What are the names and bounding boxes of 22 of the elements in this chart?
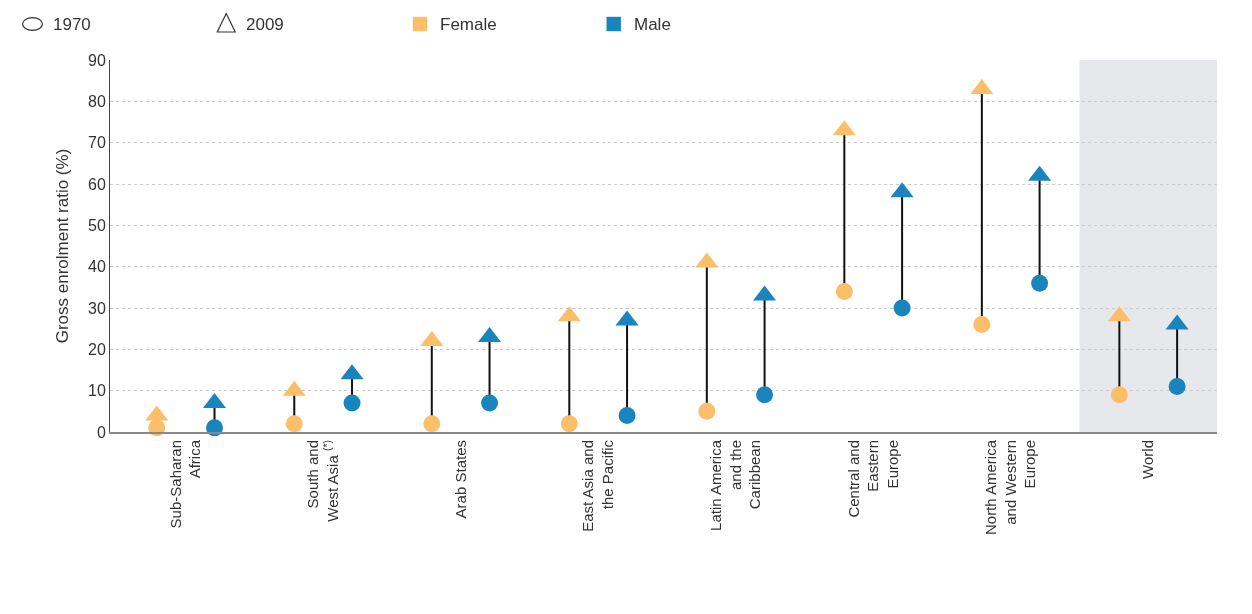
x-tick-label: World (1139, 440, 1157, 479)
x-tick-label: Central and Eastern Europe (844, 440, 901, 518)
y-axis-title: Gross enrolment ratio (%) (52, 148, 72, 344)
y-tick-label: 20 (88, 340, 106, 358)
text: 1970 (53, 15, 91, 34)
x-tick-label: Sub-Saharan Africa (166, 439, 204, 529)
text: Female (440, 15, 497, 34)
y-tick-label: 60 (88, 175, 106, 193)
y-tick-label: 90 (88, 51, 106, 69)
text: Male (634, 15, 671, 34)
y-tick-label: 40 (88, 258, 106, 276)
text: 2009 (246, 15, 284, 34)
x-tick-label: Latin America and the Caribbean (707, 439, 764, 531)
x-tick-label: East Asia and the Pacific (579, 439, 616, 532)
y-tick-label: 0 (96, 423, 106, 441)
y-tick-label: 80 (88, 92, 106, 110)
y-tick-label: 50 (88, 216, 106, 234)
y-tick-label: 10 (88, 382, 106, 400)
x-tick-label: Arab States (451, 440, 469, 519)
y-tick-label: 30 (88, 299, 106, 317)
x-tick-label: North America and Western Europe (982, 439, 1039, 536)
y-tick-label: 70 (88, 134, 106, 152)
